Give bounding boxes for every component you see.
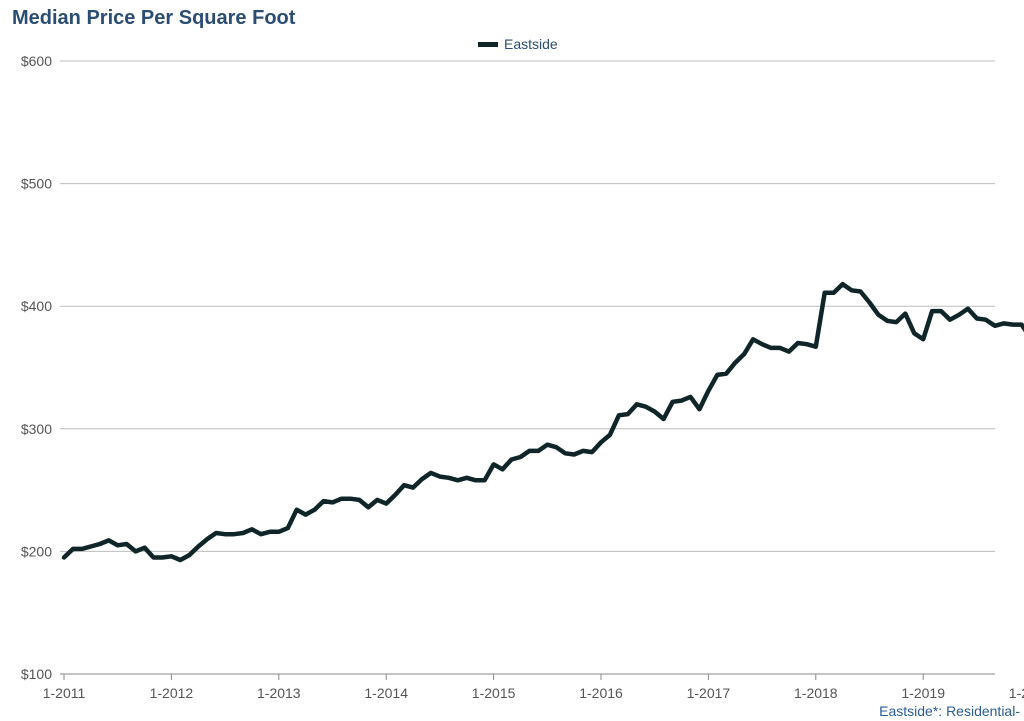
x-tick-label: 1-2015 bbox=[472, 685, 516, 701]
y-tick-label: $200 bbox=[21, 543, 52, 559]
legend-swatch bbox=[478, 41, 498, 47]
series-group bbox=[61, 281, 1024, 563]
x-tick-label: 1-2018 bbox=[794, 685, 838, 701]
x-tick-label: 1-2020 bbox=[1009, 685, 1024, 701]
x-tick-label: 1-2012 bbox=[150, 685, 194, 701]
legend-label: Eastside bbox=[504, 36, 558, 52]
legend: Eastside bbox=[478, 36, 558, 52]
x-tick-label: 1-2014 bbox=[364, 685, 408, 701]
series-line-eastside bbox=[61, 281, 1024, 563]
y-tick-label: $300 bbox=[21, 421, 52, 437]
y-tick-label: $500 bbox=[21, 176, 52, 192]
x-tick-label: 1-2019 bbox=[901, 685, 945, 701]
y-tick-label: $100 bbox=[21, 666, 52, 682]
footnote: Eastside*: Residential- bbox=[879, 703, 1020, 719]
gridlines bbox=[60, 60, 995, 675]
x-tick-label: 1-2016 bbox=[579, 685, 623, 701]
y-tick-label: $400 bbox=[21, 298, 52, 314]
x-tick-label: 1-2011 bbox=[43, 685, 86, 701]
chart-title: Median Price Per Square Foot bbox=[12, 7, 296, 29]
x-tick-label: 1-2013 bbox=[257, 685, 301, 701]
y-tick-label: $600 bbox=[21, 53, 52, 69]
y-axis-ticks: $100 $200 $300 $400 $500 $600 bbox=[21, 53, 52, 682]
x-tick-label: 1-2017 bbox=[687, 685, 731, 701]
x-axis: 1-2011 1-2012 1-2013 1-2014 1-2015 1-2016 1-20… bbox=[43, 674, 1024, 701]
